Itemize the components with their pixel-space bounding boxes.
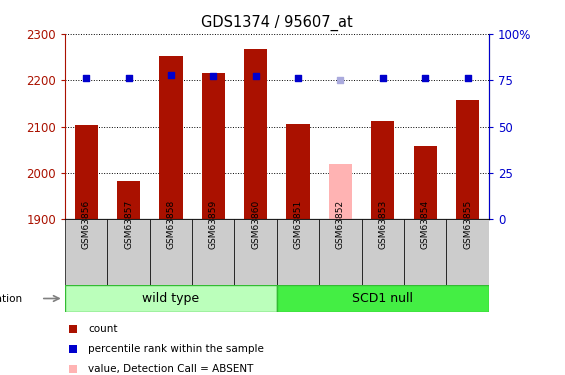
Point [69,326,78,332]
Point [251,74,260,80]
Bar [319,219,362,285]
Bar [404,219,446,285]
Point [124,75,133,81]
Text: GSM63855: GSM63855 [463,200,472,249]
Bar [65,285,277,312]
Bar [244,49,267,219]
Bar [150,219,192,285]
Text: GSM63851: GSM63851 [294,200,302,249]
Text: value, Detection Call = ABSENT: value, Detection Call = ABSENT [88,364,254,374]
Point [379,75,388,81]
Point [69,346,78,352]
Bar [456,100,479,219]
Bar [117,181,140,219]
Bar [65,219,107,285]
Bar [371,120,394,219]
Point [69,366,78,372]
Point [167,72,176,78]
Bar [277,219,319,285]
Point [336,77,345,83]
Point [82,75,91,81]
Text: GSM63860: GSM63860 [251,200,260,249]
Text: wild type: wild type [142,292,199,305]
Point [463,75,472,81]
Point [294,75,303,81]
Text: SCD1 null: SCD1 null [353,292,413,305]
Title: GDS1374 / 95607_at: GDS1374 / 95607_at [201,15,353,31]
Bar [107,219,150,285]
Bar [329,164,352,219]
Text: GSM63857: GSM63857 [124,200,133,249]
Bar [159,56,182,219]
Bar [414,146,437,219]
Bar [277,285,489,312]
Bar [202,73,225,219]
Text: percentile rank within the sample: percentile rank within the sample [88,344,264,354]
Bar [286,124,310,219]
Point [420,75,430,81]
Text: GSM63856: GSM63856 [82,200,90,249]
Text: GSM63852: GSM63852 [336,200,345,249]
Text: count: count [88,324,118,333]
Bar [362,219,404,285]
Bar [234,219,277,285]
Bar [446,219,489,285]
Bar [75,125,98,219]
Text: genotype/variation: genotype/variation [0,294,23,303]
Text: GSM63854: GSM63854 [421,200,429,249]
Text: GSM63858: GSM63858 [167,200,175,249]
Bar [192,219,234,285]
Text: GSM63859: GSM63859 [209,200,218,249]
Text: GSM63853: GSM63853 [379,200,387,249]
Point [209,74,218,80]
